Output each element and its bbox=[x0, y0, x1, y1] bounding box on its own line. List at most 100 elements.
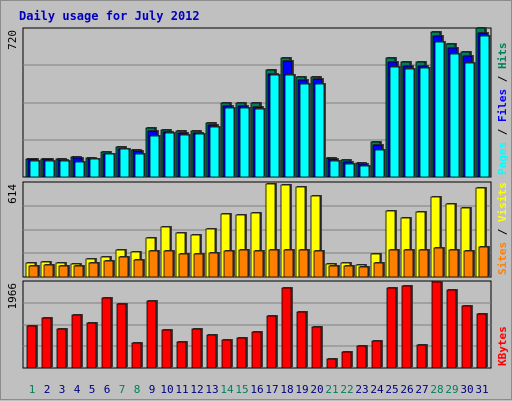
x-tick-day-18: 18 bbox=[280, 383, 293, 396]
bar-pages-day-5 bbox=[89, 158, 100, 178]
bar-pages-day-9 bbox=[149, 135, 160, 178]
legend-visits-sites: Sites / Visits bbox=[496, 182, 509, 275]
x-tick-day-22: 22 bbox=[340, 383, 353, 396]
x-tick-day-26: 26 bbox=[400, 383, 413, 396]
x-tick-day-29: 29 bbox=[445, 383, 458, 396]
legend-entry-sites: Sites bbox=[496, 242, 509, 275]
legend-entry-visits: Visits bbox=[496, 182, 509, 222]
bar-sites-day-24 bbox=[373, 262, 384, 278]
bar-kbytes-day-19 bbox=[296, 311, 307, 369]
y-max-label-hits-files-pages: 720 bbox=[6, 30, 19, 50]
bar-kbytes-day-24 bbox=[371, 340, 382, 369]
bar-sites-day-31 bbox=[478, 246, 489, 278]
x-tick-day-4: 4 bbox=[74, 383, 81, 396]
bar-kbytes-day-3 bbox=[56, 328, 67, 369]
bar-sites-day-15 bbox=[238, 249, 249, 278]
legend-separator: / bbox=[496, 69, 509, 89]
legend-entry-pages: Pages bbox=[496, 142, 509, 175]
bar-kbytes-day-1 bbox=[26, 325, 37, 369]
bar-kbytes-day-26 bbox=[401, 285, 412, 369]
bar-pages-day-4 bbox=[74, 161, 85, 178]
bar-pages-day-14 bbox=[224, 107, 235, 178]
bar-kbytes-day-21 bbox=[326, 358, 337, 369]
legend-separator: / bbox=[496, 122, 509, 142]
bar-pages-day-7 bbox=[119, 148, 130, 178]
bar-sites-day-2 bbox=[43, 264, 54, 278]
bar-pages-day-13 bbox=[209, 126, 220, 178]
bar-sites-day-29 bbox=[448, 249, 459, 278]
bar-pages-day-6 bbox=[104, 153, 115, 178]
bar-kbytes-day-10 bbox=[161, 329, 172, 369]
legend-hits-files-pages: Pages / Files / Hits bbox=[496, 43, 509, 176]
bar-pages-day-19 bbox=[299, 83, 310, 178]
bar-sites-day-27 bbox=[418, 249, 429, 278]
bar-pages-day-15 bbox=[239, 107, 250, 178]
bar-kbytes-day-16 bbox=[251, 331, 262, 369]
x-tick-day-9: 9 bbox=[149, 383, 156, 396]
x-tick-day-11: 11 bbox=[175, 383, 188, 396]
bar-pages-day-21 bbox=[329, 160, 340, 178]
bar-sites-day-8 bbox=[133, 259, 144, 278]
legend-kbytes: KBytes bbox=[496, 326, 509, 366]
bar-kbytes-day-31 bbox=[476, 313, 487, 369]
x-tick-day-17: 17 bbox=[265, 383, 278, 396]
bar-kbytes-day-17 bbox=[266, 315, 277, 369]
legend-entry-hits: Hits bbox=[496, 43, 509, 70]
bar-sites-day-10 bbox=[163, 250, 174, 278]
bar-sites-day-17 bbox=[268, 249, 279, 278]
bar-pages-day-28 bbox=[434, 41, 445, 178]
bar-pages-day-3 bbox=[59, 160, 70, 178]
bar-kbytes-day-4 bbox=[71, 314, 82, 369]
bar-sites-day-25 bbox=[388, 249, 399, 278]
bar-kbytes-day-27 bbox=[416, 344, 427, 369]
x-tick-day-19: 19 bbox=[295, 383, 308, 396]
bar-kbytes-day-13 bbox=[206, 334, 217, 369]
legend-entry-files: Files bbox=[496, 89, 509, 122]
x-tick-day-31: 31 bbox=[475, 383, 488, 396]
bar-kbytes-day-18 bbox=[281, 287, 292, 369]
x-tick-day-16: 16 bbox=[250, 383, 263, 396]
y-max-label-visits-sites: 614 bbox=[6, 184, 19, 204]
bar-kbytes-day-25 bbox=[386, 287, 397, 369]
bar-pages-day-31 bbox=[479, 35, 490, 178]
bar-sites-day-20 bbox=[313, 250, 324, 278]
bar-pages-day-18 bbox=[284, 74, 295, 178]
legend-separator: / bbox=[496, 222, 509, 242]
bar-kbytes-day-14 bbox=[221, 339, 232, 369]
x-tick-day-13: 13 bbox=[205, 383, 218, 396]
bar-sites-day-9 bbox=[148, 250, 159, 278]
bar-kbytes-day-7 bbox=[116, 303, 127, 369]
bar-sites-day-30 bbox=[463, 250, 474, 278]
x-tick-day-14: 14 bbox=[220, 383, 234, 396]
x-tick-day-20: 20 bbox=[310, 383, 323, 396]
x-tick-day-1: 1 bbox=[29, 383, 36, 396]
bar-pages-day-27 bbox=[419, 67, 430, 178]
x-tick-day-12: 12 bbox=[190, 383, 203, 396]
bar-kbytes-day-5 bbox=[86, 322, 97, 369]
bar-pages-day-10 bbox=[164, 132, 175, 178]
bar-sites-day-18 bbox=[283, 249, 294, 278]
bar-kbytes-day-8 bbox=[131, 342, 142, 369]
bar-sites-day-7 bbox=[118, 256, 129, 278]
bar-pages-day-17 bbox=[269, 74, 280, 178]
page-title: Daily usage for July 2012 bbox=[19, 9, 200, 23]
legend-entry-kbytes: KBytes bbox=[496, 326, 509, 366]
bar-pages-day-24 bbox=[374, 149, 385, 178]
bar-pages-day-1 bbox=[29, 160, 40, 178]
bar-kbytes-day-29 bbox=[446, 289, 457, 369]
bar-sites-day-21 bbox=[328, 265, 339, 278]
bar-kbytes-day-22 bbox=[341, 351, 352, 369]
x-tick-day-25: 25 bbox=[385, 383, 398, 396]
bar-kbytes-day-20 bbox=[311, 326, 322, 369]
x-tick-day-8: 8 bbox=[134, 383, 141, 396]
x-tick-day-23: 23 bbox=[355, 383, 368, 396]
bar-kbytes-day-9 bbox=[146, 300, 157, 369]
x-tick-day-3: 3 bbox=[59, 383, 66, 396]
bar-kbytes-day-2 bbox=[41, 317, 52, 369]
bar-pages-day-30 bbox=[464, 62, 475, 178]
y-max-label-kbytes: 1966 bbox=[6, 283, 19, 310]
bar-sites-day-12 bbox=[193, 253, 204, 278]
bar-sites-day-5 bbox=[88, 262, 99, 278]
